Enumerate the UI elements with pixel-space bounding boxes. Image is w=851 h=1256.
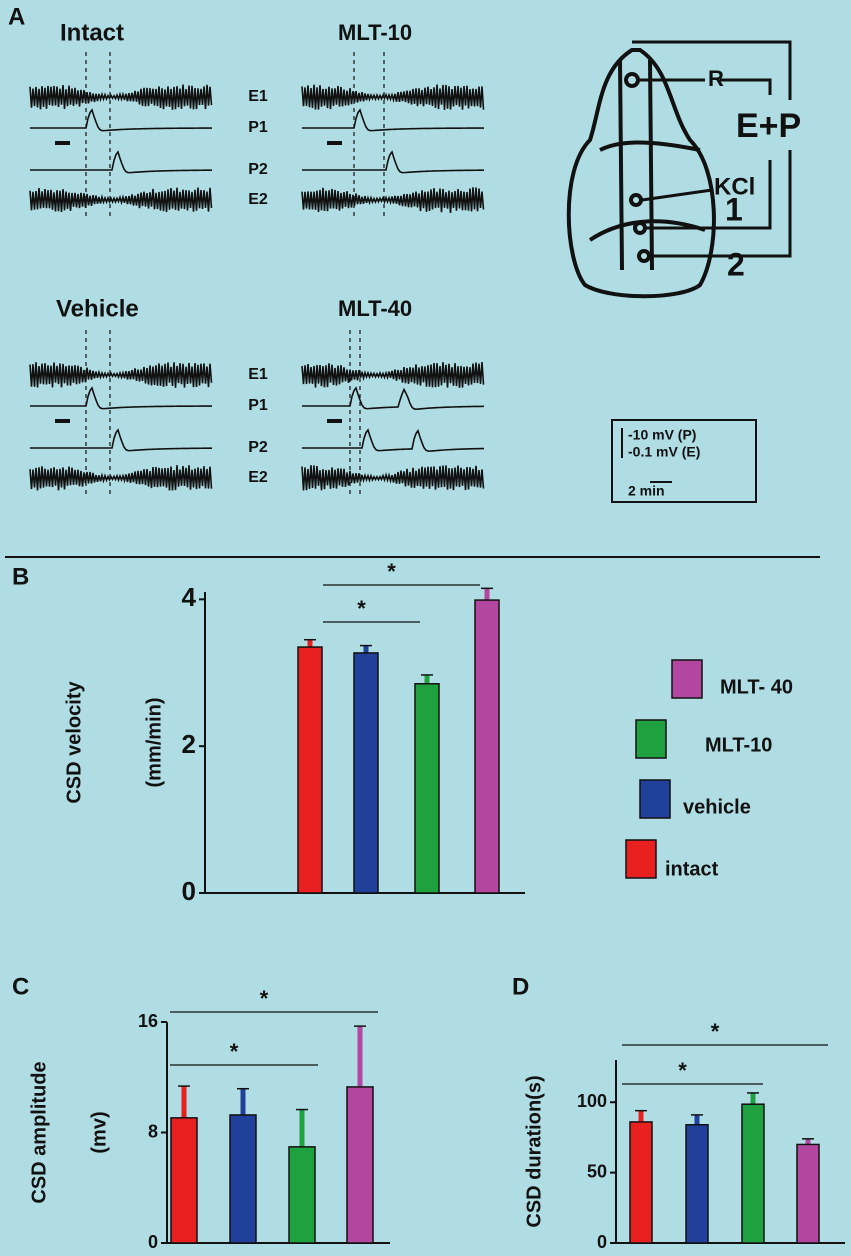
y-tick-label: 0	[182, 876, 196, 906]
bar	[297, 646, 323, 894]
skull-diagram	[566, 48, 716, 299]
trace-label: E2	[248, 469, 268, 486]
y-axis-label: CSD velocity	[63, 680, 85, 803]
y-axis-label: (mv)	[88, 1111, 110, 1153]
trace-label: E2	[248, 191, 268, 208]
trace-label: E1	[248, 366, 268, 383]
condition-label: Vehicle	[56, 295, 139, 322]
y-tick-label: 0	[148, 1232, 158, 1252]
dc-trace	[30, 108, 213, 132]
significance-label: *	[230, 1039, 239, 1064]
eeg-trace	[29, 187, 213, 213]
bar	[741, 1103, 765, 1244]
electrode-label: KCl	[714, 173, 755, 200]
electrode-label: 1	[725, 191, 743, 227]
bar	[796, 1143, 820, 1244]
condition-label: MLT-40	[338, 296, 412, 321]
scale-label: -10 mV (P)	[628, 427, 696, 443]
significance-label: *	[678, 1058, 687, 1083]
bar	[685, 1124, 709, 1244]
legend-label: MLT- 40	[720, 676, 793, 698]
dc-trace	[302, 428, 485, 452]
dc-trace	[30, 150, 213, 174]
bar	[288, 1146, 316, 1244]
dc-trace	[302, 386, 485, 410]
significance-label: *	[357, 596, 366, 621]
panel-label: D	[512, 973, 529, 1000]
legend-label: MLT-10	[705, 734, 772, 756]
eeg-trace	[29, 465, 213, 491]
dc-trace	[30, 386, 213, 410]
y-tick-label: 0	[597, 1232, 607, 1252]
significance-label: *	[260, 986, 269, 1011]
panel-label: B	[12, 563, 29, 590]
y-tick-label: 50	[587, 1161, 607, 1181]
y-axis-label: (mm/min)	[143, 698, 165, 788]
y-axis-label: CSD duration(s)	[523, 1075, 545, 1227]
legend-swatch	[671, 659, 703, 699]
eeg-trace	[301, 187, 485, 214]
bar	[346, 1086, 374, 1244]
electrode-label: 2	[727, 246, 745, 282]
eeg-trace	[29, 362, 213, 388]
dc-trace	[30, 428, 213, 452]
y-tick-label: 16	[138, 1011, 158, 1031]
scale-label: 2 min	[628, 483, 665, 499]
condition-label: MLT-10	[338, 20, 412, 45]
bar	[414, 683, 440, 894]
condition-label: Intact	[60, 19, 124, 46]
bar	[353, 652, 379, 894]
panel-label: A	[8, 3, 25, 30]
y-tick-label: 8	[148, 1121, 158, 1141]
electrode-label: E+P	[736, 107, 801, 145]
trace-label: P1	[248, 119, 268, 136]
eeg-trace	[301, 84, 485, 110]
electrode-lines	[632, 40, 792, 258]
bar	[629, 1121, 653, 1244]
eeg-trace	[301, 362, 485, 388]
significance-label: *	[387, 559, 396, 584]
trace-label: P2	[248, 439, 268, 456]
panel-label: C	[12, 973, 29, 1000]
trace-label: E1	[248, 88, 268, 105]
legend-label: intact	[665, 858, 719, 880]
electrode-label: R	[708, 66, 724, 91]
trace-label: P2	[248, 161, 268, 178]
dc-trace	[302, 150, 485, 174]
y-axis-label: CSD amplitude	[28, 1061, 50, 1203]
traces: E1 P1 P2 E2 E1 P1 P2 E2	[29, 52, 485, 495]
significance-label: *	[711, 1019, 720, 1044]
eeg-trace	[301, 465, 485, 491]
bar	[170, 1117, 198, 1244]
scale-label: -0.1 mV (E)	[628, 444, 700, 460]
bar	[474, 599, 500, 894]
y-tick-label: 2	[182, 729, 196, 759]
dc-trace	[302, 108, 485, 132]
legend-swatch	[635, 719, 667, 759]
trace-label: P1	[248, 397, 268, 414]
y-tick-label: 4	[182, 582, 197, 612]
legend-label: vehicle	[683, 796, 751, 818]
bar	[229, 1114, 257, 1244]
legend-swatch	[625, 839, 657, 879]
scale-box	[611, 419, 757, 503]
y-tick-label: 100	[577, 1091, 607, 1111]
eeg-trace	[29, 84, 213, 110]
legend-swatch	[639, 779, 671, 819]
